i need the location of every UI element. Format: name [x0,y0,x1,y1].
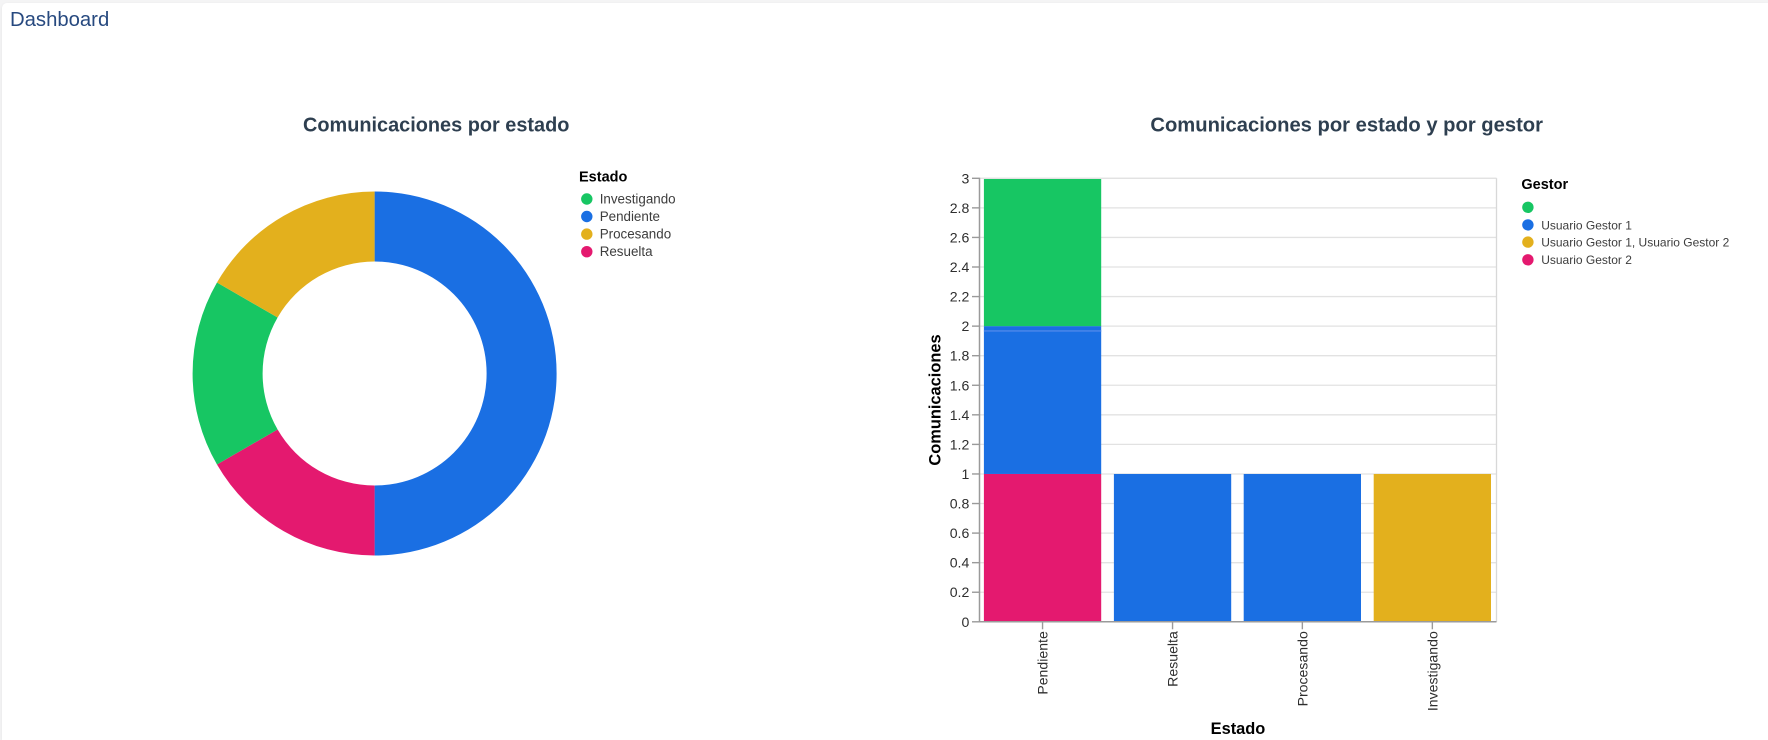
svg-text:2.8: 2.8 [950,200,970,216]
svg-text:Pendiente: Pendiente [1035,631,1051,695]
svg-text:Comunicaciones por estado: Comunicaciones por estado [303,114,569,136]
svg-text:0: 0 [961,614,969,630]
svg-text:2: 2 [961,318,969,334]
svg-text:0.8: 0.8 [950,496,970,512]
svg-text:Gestor: Gestor [1521,177,1568,193]
svg-text:Resuelta: Resuelta [600,244,653,259]
svg-text:Procesando: Procesando [1294,631,1310,706]
svg-text:Comunicaciones por estado y po: Comunicaciones por estado y por gestor [1150,114,1543,136]
svg-text:Procesando: Procesando [600,227,671,242]
svg-text:2.6: 2.6 [950,229,970,245]
svg-text:2.2: 2.2 [950,289,970,305]
svg-text:Resuelta: Resuelta [1165,631,1181,687]
svg-text:Estado: Estado [579,170,627,186]
svg-text:Usuario Gestor 1: Usuario Gestor 1 [1541,218,1632,232]
svg-text:Comunicaciones: Comunicaciones [927,334,945,465]
svg-text:0.4: 0.4 [950,555,970,571]
svg-text:0.6: 0.6 [950,525,970,541]
svg-text:Investigando: Investigando [1424,631,1440,711]
svg-text:Estado: Estado [1211,720,1266,738]
svg-text:1: 1 [961,466,969,482]
svg-text:1.2: 1.2 [950,436,970,452]
svg-text:Usuario Gestor 1, Usuario Gest: Usuario Gestor 1, Usuario Gestor 2 [1541,236,1729,250]
svg-text:1.6: 1.6 [950,377,970,393]
svg-text:Pendiente: Pendiente [600,209,660,224]
svg-text:1.8: 1.8 [950,348,970,364]
svg-text:1.4: 1.4 [950,407,970,423]
svg-text:2.4: 2.4 [950,259,970,275]
svg-text:Investigando: Investigando [600,191,676,206]
svg-text:Usuario Gestor 2: Usuario Gestor 2 [1541,253,1632,267]
svg-text:3: 3 [961,170,969,186]
svg-text:0.2: 0.2 [950,584,970,600]
